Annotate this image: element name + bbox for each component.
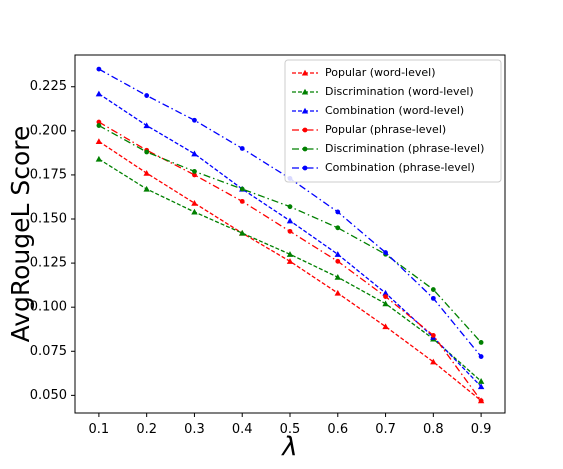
x-axis-ticks: 0.1 0.2 0.3 0.4 0.5 0.6 0.7 0.8 0.9 bbox=[89, 413, 492, 437]
y-tick-label: 0.125 bbox=[30, 256, 67, 271]
legend-label: Discrimination (phrase-level) bbox=[325, 142, 484, 155]
x-tick-label: 0.7 bbox=[375, 422, 396, 437]
data-point bbox=[382, 300, 389, 307]
x-tick-label: 0.6 bbox=[327, 422, 348, 437]
data-point bbox=[477, 383, 485, 390]
legend-item: Discrimination (phrase-level) bbox=[292, 142, 484, 155]
data-point bbox=[383, 294, 388, 300]
data-point bbox=[478, 354, 484, 359]
data-point bbox=[335, 209, 341, 215]
x-tick-label: 0.5 bbox=[280, 422, 301, 437]
x-tick-label: 0.8 bbox=[423, 422, 444, 437]
data-point bbox=[143, 169, 150, 176]
legend-label: Popular (word-level) bbox=[325, 66, 436, 79]
legend-item: Popular (phrase-level) bbox=[292, 123, 446, 136]
data-point bbox=[335, 258, 341, 264]
data-point bbox=[383, 250, 388, 255]
data-point bbox=[286, 258, 294, 264]
series-layer bbox=[95, 66, 485, 404]
y-axis-ticks: 0.050 0.075 0.100 0.125 0.150 0.175 0.200 0.225 bbox=[30, 79, 75, 403]
data-point bbox=[430, 295, 436, 301]
legend-marker bbox=[302, 146, 308, 152]
data-point bbox=[477, 378, 485, 384]
series-4 bbox=[96, 119, 484, 404]
legend-label: Combination (phrase-level) bbox=[325, 161, 475, 174]
data-point bbox=[96, 123, 102, 128]
y-tick-label: 0.175 bbox=[30, 167, 67, 182]
data-point bbox=[96, 119, 102, 125]
data-point bbox=[143, 185, 150, 192]
data-point bbox=[144, 149, 150, 155]
data-point bbox=[334, 251, 341, 257]
data-point bbox=[430, 358, 437, 365]
y-tick-label: 0.050 bbox=[30, 388, 67, 403]
legend: Popular (word-level) Discrimination (word… bbox=[284, 59, 502, 183]
legend-marker bbox=[301, 69, 309, 76]
x-tick-label: 0.9 bbox=[471, 422, 492, 437]
legend-box bbox=[284, 59, 502, 183]
legend-item: Popular (word-level) bbox=[292, 66, 436, 79]
data-point bbox=[192, 117, 197, 123]
x-tick-label: 0.2 bbox=[136, 422, 157, 437]
y-tick-label: 0.100 bbox=[30, 300, 67, 315]
data-point bbox=[191, 208, 198, 215]
y-tick-label: 0.200 bbox=[30, 123, 67, 138]
data-point bbox=[96, 66, 102, 72]
data-point bbox=[191, 199, 198, 206]
x-tick-label: 0.1 bbox=[89, 422, 110, 437]
data-point bbox=[334, 289, 341, 296]
data-point bbox=[143, 122, 150, 129]
data-point bbox=[239, 146, 245, 151]
data-point bbox=[478, 340, 484, 345]
data-point bbox=[286, 217, 294, 224]
x-tick-label: 0.3 bbox=[184, 422, 205, 437]
x-tick-label: 0.4 bbox=[232, 422, 253, 437]
data-point bbox=[430, 287, 436, 292]
data-point bbox=[287, 228, 293, 234]
legend-marker bbox=[301, 88, 309, 95]
y-axis-label: AvgRougeL Score bbox=[6, 126, 35, 343]
data-point bbox=[95, 90, 103, 97]
y-tick-label: 0.225 bbox=[30, 79, 67, 94]
legend-marker bbox=[301, 107, 309, 114]
legend-item: Discrimination (word-level) bbox=[292, 85, 474, 98]
data-point bbox=[334, 274, 341, 280]
data-point bbox=[478, 398, 484, 404]
data-point bbox=[144, 93, 150, 98]
data-point bbox=[192, 172, 197, 178]
series-line bbox=[98, 158, 482, 382]
plot-frame bbox=[74, 54, 506, 414]
x-axis-label: λ bbox=[280, 432, 297, 462]
data-point bbox=[335, 225, 341, 231]
legend-marker bbox=[302, 165, 308, 171]
y-tick-label: 0.150 bbox=[30, 212, 67, 227]
data-point bbox=[191, 150, 198, 157]
legend-item: Combination (word-level) bbox=[292, 104, 464, 117]
series-2 bbox=[95, 155, 485, 384]
data-point bbox=[95, 155, 103, 162]
y-tick-label: 0.075 bbox=[30, 344, 67, 359]
legend-label: Discrimination (word-level) bbox=[325, 85, 474, 98]
data-point bbox=[239, 229, 246, 236]
legend-label: Combination (word-level) bbox=[325, 104, 464, 117]
data-point bbox=[287, 204, 293, 210]
legend-label: Popular (phrase-level) bbox=[325, 123, 446, 136]
data-point bbox=[192, 168, 197, 174]
data-point bbox=[239, 186, 245, 192]
data-point bbox=[430, 333, 436, 338]
data-point bbox=[95, 138, 103, 144]
data-point bbox=[286, 251, 294, 257]
legend-marker bbox=[302, 127, 308, 133]
data-point bbox=[382, 289, 389, 296]
data-point bbox=[239, 198, 245, 204]
data-point bbox=[382, 323, 389, 330]
legend-item: Combination (phrase-level) bbox=[292, 161, 475, 174]
